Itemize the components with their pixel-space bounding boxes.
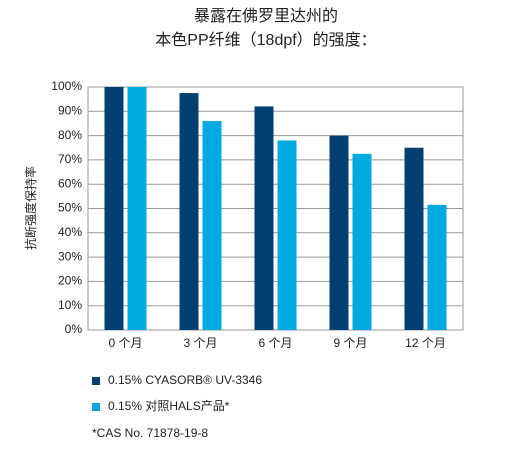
x-tick-label: 3 个月 xyxy=(183,336,217,350)
bar xyxy=(427,204,447,330)
legend-label: 0.15% CYASORB® UV-3346 xyxy=(108,373,262,387)
y-tick-label: 90% xyxy=(58,103,82,117)
y-tick-label: 70% xyxy=(58,152,82,166)
y-tick-label: 40% xyxy=(58,225,82,239)
x-tick-label: 6 个月 xyxy=(258,336,292,350)
y-axis-label: 抗断强度保持率 xyxy=(23,166,38,250)
legend-label: 0.15% 对照HALS产品* xyxy=(108,399,230,413)
x-tick-label: 12 个月 xyxy=(405,336,446,350)
x-tick-label: 0 个月 xyxy=(108,336,142,350)
chart-title: 暴露在佛罗里达州的 xyxy=(194,7,338,25)
bar xyxy=(329,135,349,330)
bar xyxy=(277,140,297,330)
y-tick-label: 80% xyxy=(58,128,82,142)
bar xyxy=(254,106,274,330)
bar xyxy=(404,147,424,330)
y-tick-label: 30% xyxy=(58,249,82,263)
x-tick-label: 9 个月 xyxy=(333,336,367,350)
bar xyxy=(127,87,147,330)
footnote: *CAS No. 71878-19-8 xyxy=(92,426,208,440)
bar xyxy=(352,153,372,330)
chart-title: 本色PP纤维（18dpf）的强度： xyxy=(155,31,376,49)
bar xyxy=(104,87,124,330)
legend-marker xyxy=(92,403,100,411)
bar xyxy=(179,93,199,330)
legend-marker xyxy=(92,377,100,385)
y-tick-label: 60% xyxy=(58,176,82,190)
bar xyxy=(202,121,222,331)
y-tick-label: 20% xyxy=(58,274,82,288)
y-tick-label: 10% xyxy=(58,298,82,312)
y-tick-label: 100% xyxy=(51,79,82,93)
y-tick-label: 0% xyxy=(65,322,83,336)
y-tick-label: 50% xyxy=(58,201,82,215)
